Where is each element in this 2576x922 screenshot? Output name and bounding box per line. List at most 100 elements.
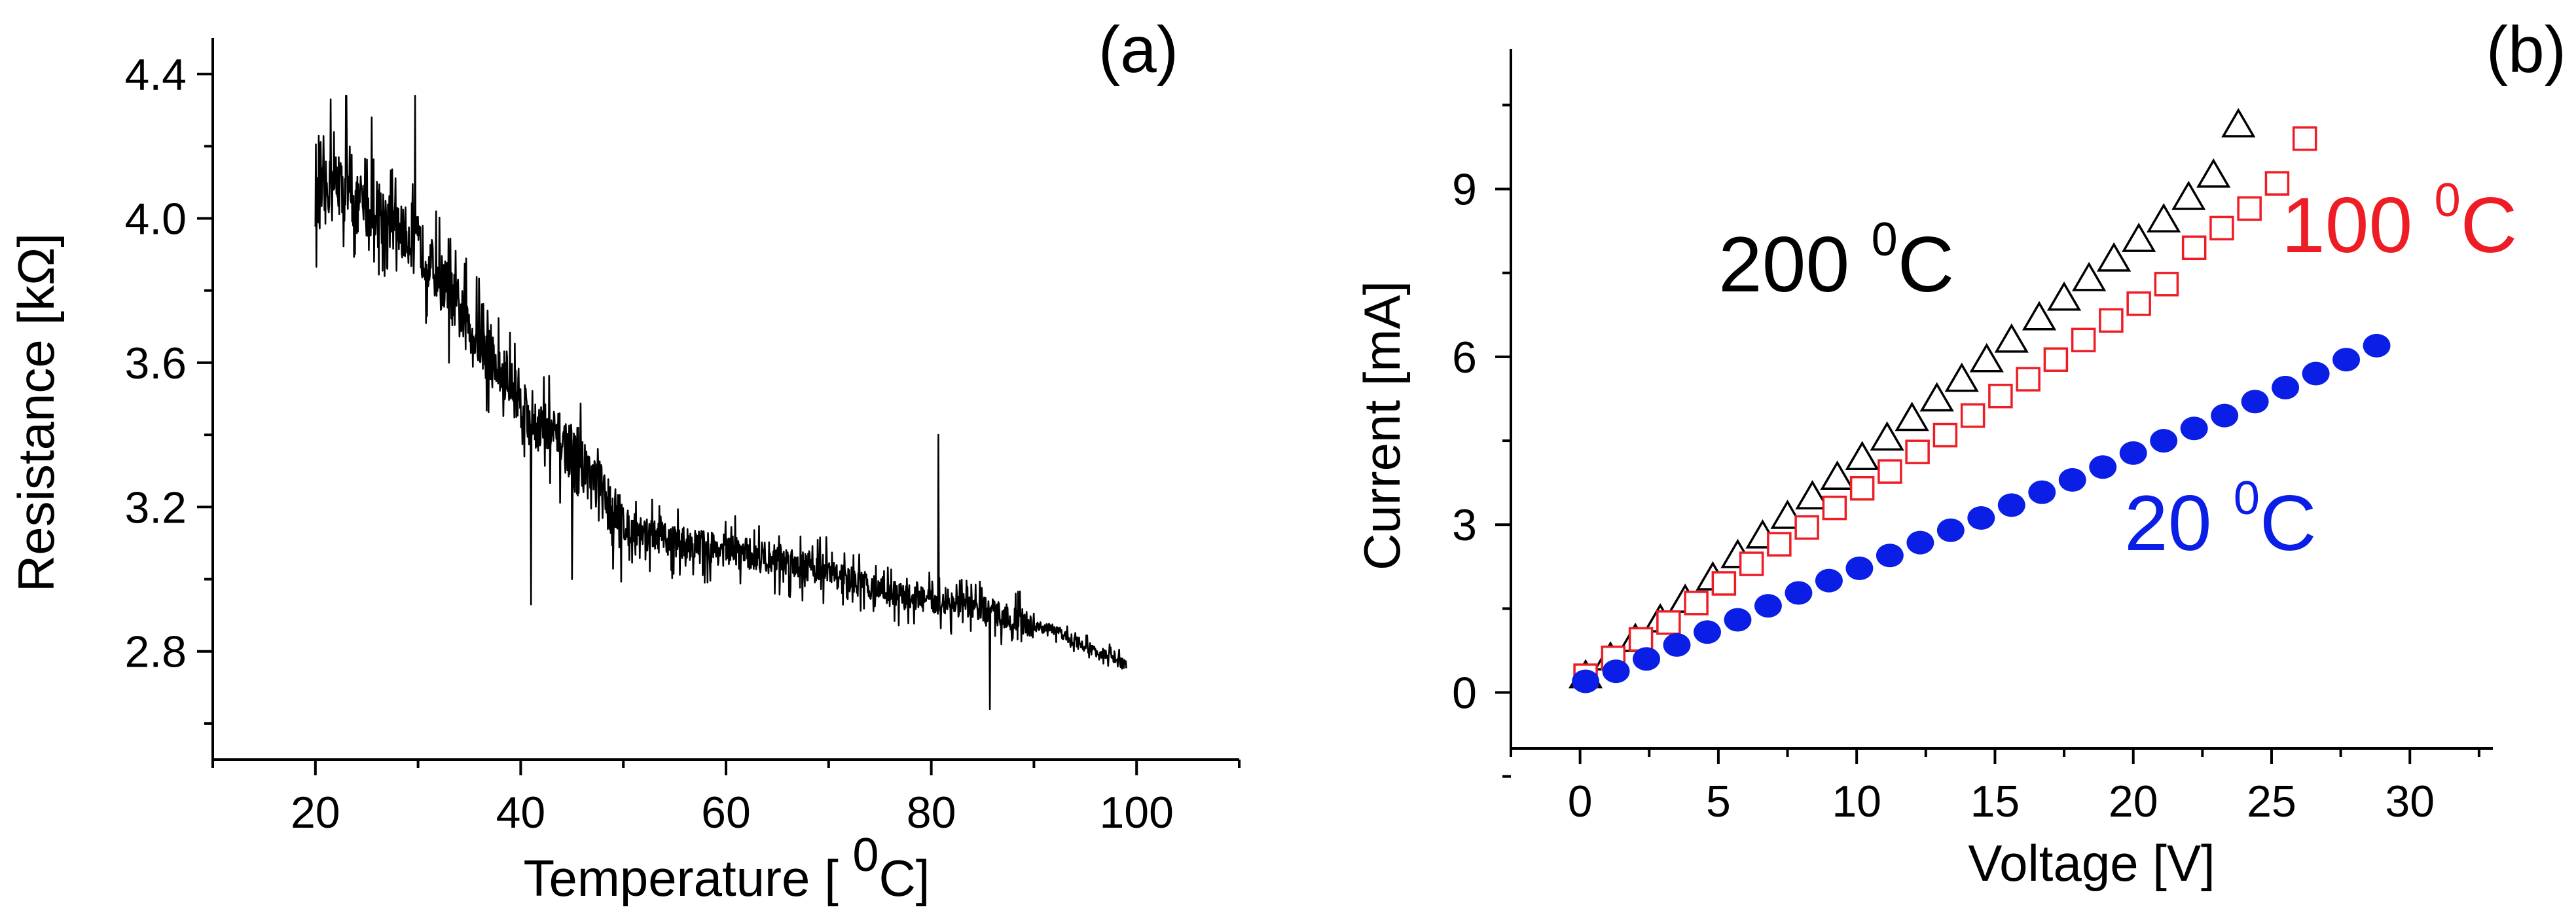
panel-b-y-tick-label: 6 [1452,333,1477,382]
data-point-20c [2363,333,2391,358]
data-point-20c [1815,568,1843,593]
data-point-20c [1602,659,1630,684]
data-point-20c [2089,455,2117,479]
data-point-200c [2071,261,2107,291]
panel-b-ylabel: Current [mA] [1353,281,1411,570]
panel-b-y-tick-label: 3 [1452,500,1477,550]
annotation-100c-sup: 0 [2435,174,2461,227]
panel-a-trace [314,94,1127,710]
panel-b-y-tick-label: 9 [1452,165,1477,215]
annotation-20c-tail: C [2260,479,2317,567]
annotation-20c-main: 20 [2124,479,2234,567]
data-point-20c [2211,403,2239,428]
data-point-100c [2209,215,2234,241]
data-point-200c [2096,242,2132,272]
panel-a-xlabel-tail: C] [879,849,930,907]
panel-a-resistance-vs-temperature: 20 40 60 80 100 2.8 3.2 3.6 4.0 4.4 (a) Resistanc… [7,13,1241,907]
series-open-square [1573,126,2317,688]
data-point-200c [2122,223,2156,252]
panel-b-current-vs-voltage: 0 5 10 15 20 25 30 0 3 6 9 (b) Current [mA] Voltag… [1353,13,2566,892]
annotation-200c-sup: 0 [1872,213,1898,266]
panel-b-x-tick-label: 30 [2385,777,2435,826]
data-point-100c [2043,347,2069,372]
annotation-20c: 20 0C [2124,472,2317,567]
data-point-100c [2237,196,2262,221]
panel-b-axes [1510,49,2493,750]
data-point-20c [2028,480,2056,504]
annotation-100c-main: 100 [2281,181,2435,269]
data-point-200c [2221,107,2256,138]
panel-a-y-tick-label: 3.6 [124,339,187,388]
data-point-100c [1628,627,1654,652]
data-point-20c [1633,647,1661,671]
series-open-triangle [1568,107,2256,689]
data-point-200c [1944,362,1979,392]
data-point-200c [1994,323,2029,353]
data-point-100c [1988,383,2013,409]
data-point-20c [2272,375,2300,399]
data-point-200c [2022,301,2057,331]
data-point-100c [1794,515,1819,540]
data-point-200c [2147,203,2181,232]
data-point-200c [1870,421,1904,451]
data-point-100c [1932,422,1958,448]
data-point-100c [2154,272,2179,297]
panel-b-x-tick-label: 15 [1970,777,2020,826]
data-point-100c [1739,551,1764,576]
data-point-100c [2071,327,2096,353]
data-point-200c [2171,180,2206,210]
annotation-200c-main: 200 [1718,221,1872,308]
panel-b-x-tick-label: 25 [2247,777,2296,826]
panel-a-ticks: 20 40 60 80 100 2.8 3.2 3.6 4.0 4.4 [124,50,1241,838]
data-point-20c [2332,348,2361,372]
data-point-20c [2119,441,2147,465]
panel-a-x-tick-label: 100 [1099,788,1173,838]
annotation-20c-sup: 0 [2234,472,2260,525]
data-point-100c [1960,403,1986,428]
data-point-200c [1795,480,1830,509]
data-point-20c [2180,416,2208,441]
panel-b-ticks: 0 5 10 15 20 25 30 0 3 6 9 [1452,103,2480,826]
data-point-200c [2196,158,2231,188]
data-point-200c [1969,342,2004,373]
panel-b-x-tick-label: 20 [2109,777,2158,826]
data-point-100c [2016,367,2041,392]
panel-b-y-tick-label: 0 [1452,669,1477,718]
data-point-20c [1724,608,1752,632]
panel-b-x-tick-label: 5 [1706,777,1731,826]
data-point-20c [1754,594,1782,618]
panel-a-x-tick-label: 60 [701,788,751,838]
data-point-100c [1849,475,1875,501]
data-point-20c [2058,468,2086,492]
panel-b-x-tick-label: 10 [1832,777,1881,826]
data-point-200c [2046,281,2082,311]
panel-a-ylabel: Resistance [kΩ] [7,233,65,592]
data-point-100c [2292,126,2317,151]
data-point-20c [1967,506,1995,530]
data-point-20c [1936,518,1965,542]
data-point-200c [1919,382,1954,412]
resistance-trace [314,94,1127,710]
annotation-200c: 200 0C [1718,213,1954,308]
data-point-100c [2264,171,2290,196]
panel-a-y-tick-label: 4.4 [124,50,187,100]
data-point-100c [2126,291,2151,316]
annotation-200c-tail: C [1898,221,1955,308]
data-point-20c [1997,493,2025,517]
data-point-20c [1906,530,1934,555]
panel-a-y-tick-label: 3.2 [124,483,187,532]
data-point-100c [2181,235,2207,261]
data-point-20c [1663,633,1691,657]
data-point-20c [1845,556,1874,580]
panel-b-xlabel: Voltage [V] [1968,834,2215,892]
data-point-20c [1876,544,1904,568]
data-point-100c [1822,495,1847,521]
panel-a-y-tick-label: 4.0 [124,194,187,244]
panel-a-x-tick-label: 40 [496,788,546,838]
panel-a-x-tick-label: 20 [291,788,340,838]
data-point-100c [1684,591,1709,616]
panel-b-series [1568,107,2391,693]
panel-a-xlabel-main: Temperature [ [524,849,853,907]
data-point-20c [2241,390,2269,414]
data-point-20c [1785,581,1813,605]
